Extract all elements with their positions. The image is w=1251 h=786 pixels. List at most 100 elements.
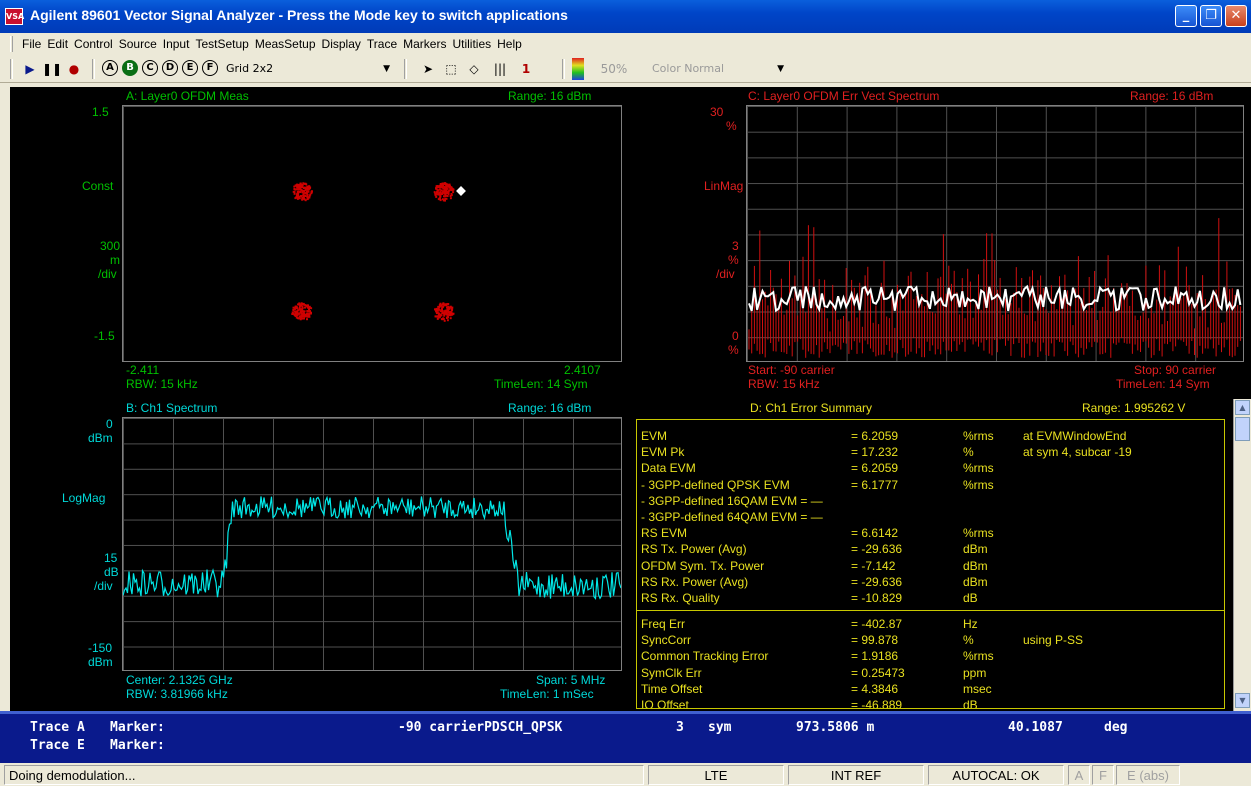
summary-label: - 3GPP-defined QPSK EVM [641,477,790,492]
summary-label: RS EVM [641,526,688,541]
close-button[interactable]: ✕ [1225,5,1247,27]
summary-value: = -29.636 [851,542,903,557]
summary-value: = 6.2059 [851,429,899,443]
constellation-grid[interactable] [122,105,622,362]
trace-a-button[interactable]: A [102,60,118,76]
panel-b-y-bottom: -150 [88,641,113,655]
color-select[interactable]: Color Normal ▼ [648,59,788,79]
scroll-up-icon[interactable]: ▲ [1235,400,1250,415]
summary-label: IQ Offset [641,698,689,709]
marker-symbol-unit: sym [708,720,732,735]
summary-divider [637,610,1224,611]
panel-c-start: Start: -90 carrier [748,363,835,377]
layout-select-value: Grid 2x2 [226,62,274,75]
status-flag-f: F [1092,765,1114,785]
summary-value: = -7.142 [851,558,896,573]
panel-c-stop: Stop: 90 carrier [1134,363,1217,377]
scroll-down-icon[interactable]: ▼ [1235,693,1250,708]
summary-scrollbar[interactable]: ▲ ▼ [1233,399,1251,711]
menu-source[interactable]: Source [118,37,157,51]
panel-c-y-bottom: 0 [732,329,739,343]
summary-unit: %rms [963,461,994,476]
panel-c-y-scale-div: /div [716,267,735,281]
summary-label: - 3GPP-defined 16QAM EVM = — [641,493,823,508]
summary-value: = 6.6142 [851,526,899,541]
marker-position: -90 carrierPDSCH_QPSK [398,720,563,735]
summary-unit: % [963,445,974,460]
marker-phase-unit: deg [1104,720,1128,735]
menu-control[interactable]: Control [74,37,113,51]
summary-label: Time Offset [641,681,703,696]
panel-b-y-top: 0 [106,417,113,431]
summary-label: - 3GPP-defined 64QAM EVM = — [641,510,823,524]
summary-unit: dB [963,591,978,605]
zoom-box-icon[interactable]: ⬚ [445,62,457,76]
panel-b-rbw: RBW: 3.81966 kHz [126,687,228,701]
summary-unit: %rms [963,477,994,492]
summary-extra: at sym 4, subcar -19 [1023,445,1132,460]
summary-label: SymClk Err [641,665,702,680]
panel-a-y-format: Const [82,179,114,193]
menu-input[interactable]: Input [162,37,190,51]
panel-c-title: C: Layer0 OFDM Err Vect Spectrum [748,89,940,103]
summary-label: Common Tracking Error [641,649,769,664]
summary-value: = 6.2059 [851,461,899,476]
panel-a-y-bottom: -1.5 [94,329,115,343]
toolbar-separator [562,59,565,79]
panel-d-range: Range: 1.995262 V [1082,401,1186,415]
marker-flag-icon[interactable]: 1 [516,58,536,80]
status-message: Doing demodulation... [4,765,644,785]
panel-a-y-scale: 300 [100,239,121,253]
record-icon[interactable]: ● [68,62,80,76]
marker-trace-e: Trace E [30,738,85,753]
menu-trace[interactable]: Trace [366,37,398,51]
panel-b-center: Center: 2.1325 GHz [126,673,233,687]
marker-trace-a: Trace A [30,720,85,735]
menu-file[interactable]: File [22,37,42,51]
panel-b-y-format: LogMag [62,491,106,505]
summary-unit: dB [963,698,978,709]
panel-c-y-bottom-unit: % [728,343,739,357]
menu-edit[interactable]: Edit [47,37,69,51]
layout-select[interactable]: Grid 2x2 ▼ [222,59,394,79]
menu-display[interactable]: Display [321,37,361,51]
panel-a-y-top: 1.5 [92,105,109,119]
panel-c-y-scale: 3 [732,239,739,253]
summary-unit: %rms [963,649,994,664]
minimize-button[interactable]: _ [1175,5,1197,27]
percent-value: 50% [600,62,628,76]
display-area: A: Layer0 OFDM Meas Range: 16 dBm 1.5 Co… [10,87,1251,711]
summary-value: = -46.889 [851,698,903,709]
color-palette-icon[interactable] [572,58,584,80]
panel-a-y-scale-div: /div [98,267,117,281]
trace-b-button[interactable]: B [122,60,138,76]
menu-bar: File Edit Control Source Input TestSetup… [0,33,1251,55]
err-vect-grid[interactable] [746,105,1244,362]
play-icon[interactable]: ▶ [25,62,35,76]
pointer-icon[interactable]: ➤ [422,62,434,76]
menu-meassetup[interactable]: MeasSetup [254,37,316,51]
menu-markers[interactable]: Markers [403,37,447,51]
marker-readout-bar: Trace A Marker: -90 carrierPDSCH_QPSK 3 … [0,711,1251,763]
menu-utilities[interactable]: Utilities [452,37,492,51]
marker-diamond-icon[interactable]: ◇ [469,62,479,76]
trace-f-button[interactable]: F [202,60,218,76]
summary-unit: dBm [963,542,988,557]
summary-label: RS Rx. Quality [641,591,720,605]
summary-unit: dBm [963,558,988,573]
trace-d-button[interactable]: D [162,60,178,76]
trace-e-button[interactable]: E [182,60,198,76]
window-title: Agilent 89601 Vector Signal Analyzer - P… [30,7,568,23]
trace-c-button[interactable]: C [142,60,158,76]
panel-c-y-scale-unit: % [728,253,739,267]
pause-icon[interactable]: ❚❚ [42,62,63,76]
panel-b-y-top-unit: dBm [88,431,113,445]
menu-help[interactable]: Help [497,37,522,51]
spectrum-grid[interactable] [122,417,622,671]
panel-c-y-top-unit: % [726,119,737,133]
summary-label: EVM Pk [641,445,685,460]
menu-testsetup[interactable]: TestSetup [195,37,249,51]
restore-button[interactable]: ❐ [1200,5,1222,27]
scroll-thumb[interactable] [1235,417,1250,441]
band-marker-icon[interactable]: ||| [493,62,507,76]
